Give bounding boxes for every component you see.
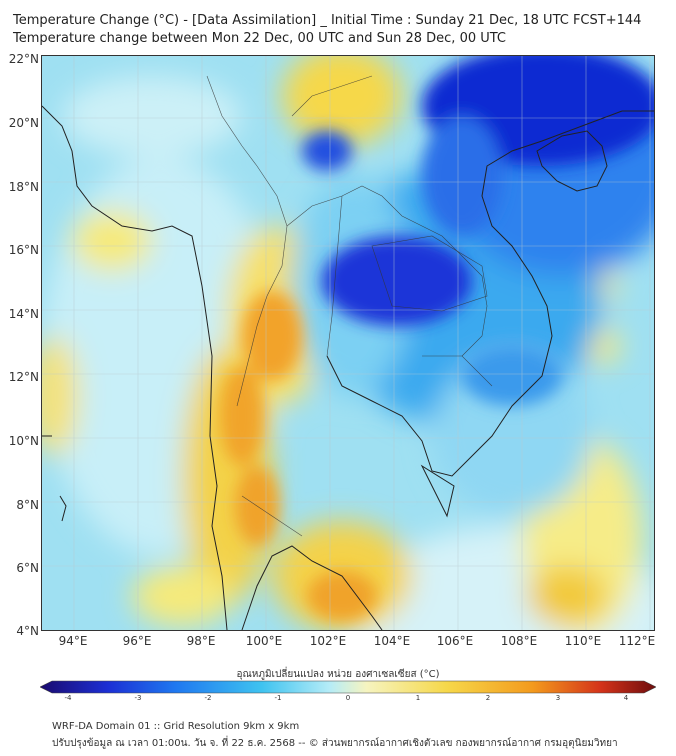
colorbar-tick: -2 <box>204 694 212 702</box>
lat-label: 22°N <box>8 52 39 66</box>
lon-label: 110°E <box>564 634 602 648</box>
lat-label: 12°N <box>8 370 39 384</box>
coastlines <box>42 105 654 630</box>
lat-label: 18°N <box>8 180 39 194</box>
footer-model-info: WRF-DA Domain 01 :: Grid Resolution 9km … <box>52 721 300 732</box>
colorbar-bar <box>40 680 656 694</box>
lat-label: 14°N <box>8 307 39 321</box>
colorbar-tick: -1 <box>274 694 282 702</box>
map-canvas <box>42 56 654 630</box>
lon-label: 104°E <box>373 634 411 648</box>
colorbar-tick: -3 <box>134 694 142 702</box>
lon-label: 106°E <box>436 634 474 648</box>
colorbar-tick: 2 <box>485 694 491 702</box>
footer-credit: ปรับปรุงข้อมูล ณ เวลา 01:00น. วัน จ. ที่… <box>52 738 618 749</box>
lon-label: 112°E <box>618 634 656 648</box>
lon-label: 96°E <box>122 634 152 648</box>
temperature-change-map <box>41 55 655 631</box>
lat-label: 16°N <box>8 243 39 257</box>
lat-label: 10°N <box>8 434 39 448</box>
lat-label: 8°N <box>16 498 39 512</box>
colorbar-tick: 3 <box>555 694 561 702</box>
colorbar <box>40 680 656 694</box>
map-title: Temperature Change (°C) - [Data Assimila… <box>13 13 642 28</box>
colorbar-label: อุณหภูมิเปลี่ยนแปลง หน่วย องศาเซลเซียส (… <box>236 669 440 680</box>
colorbar-tick: -4 <box>64 694 72 702</box>
graticule <box>42 56 654 630</box>
lon-label: 100°E <box>245 634 283 648</box>
map-subtitle: Temperature change between Mon 22 Dec, 0… <box>13 31 507 46</box>
country-borders <box>206 75 493 537</box>
lat-label: 6°N <box>16 561 39 575</box>
colorbar-tick: 4 <box>623 694 629 702</box>
lon-label: 98°E <box>186 634 216 648</box>
colorbar-tick: 1 <box>415 694 421 702</box>
lon-label: 102°E <box>309 634 347 648</box>
lat-label: 20°N <box>8 116 39 130</box>
lat-label: 4°N <box>16 624 39 638</box>
lon-label: 94°E <box>58 634 88 648</box>
lon-label: 108°E <box>500 634 538 648</box>
colorbar-tick: 0 <box>345 694 351 702</box>
